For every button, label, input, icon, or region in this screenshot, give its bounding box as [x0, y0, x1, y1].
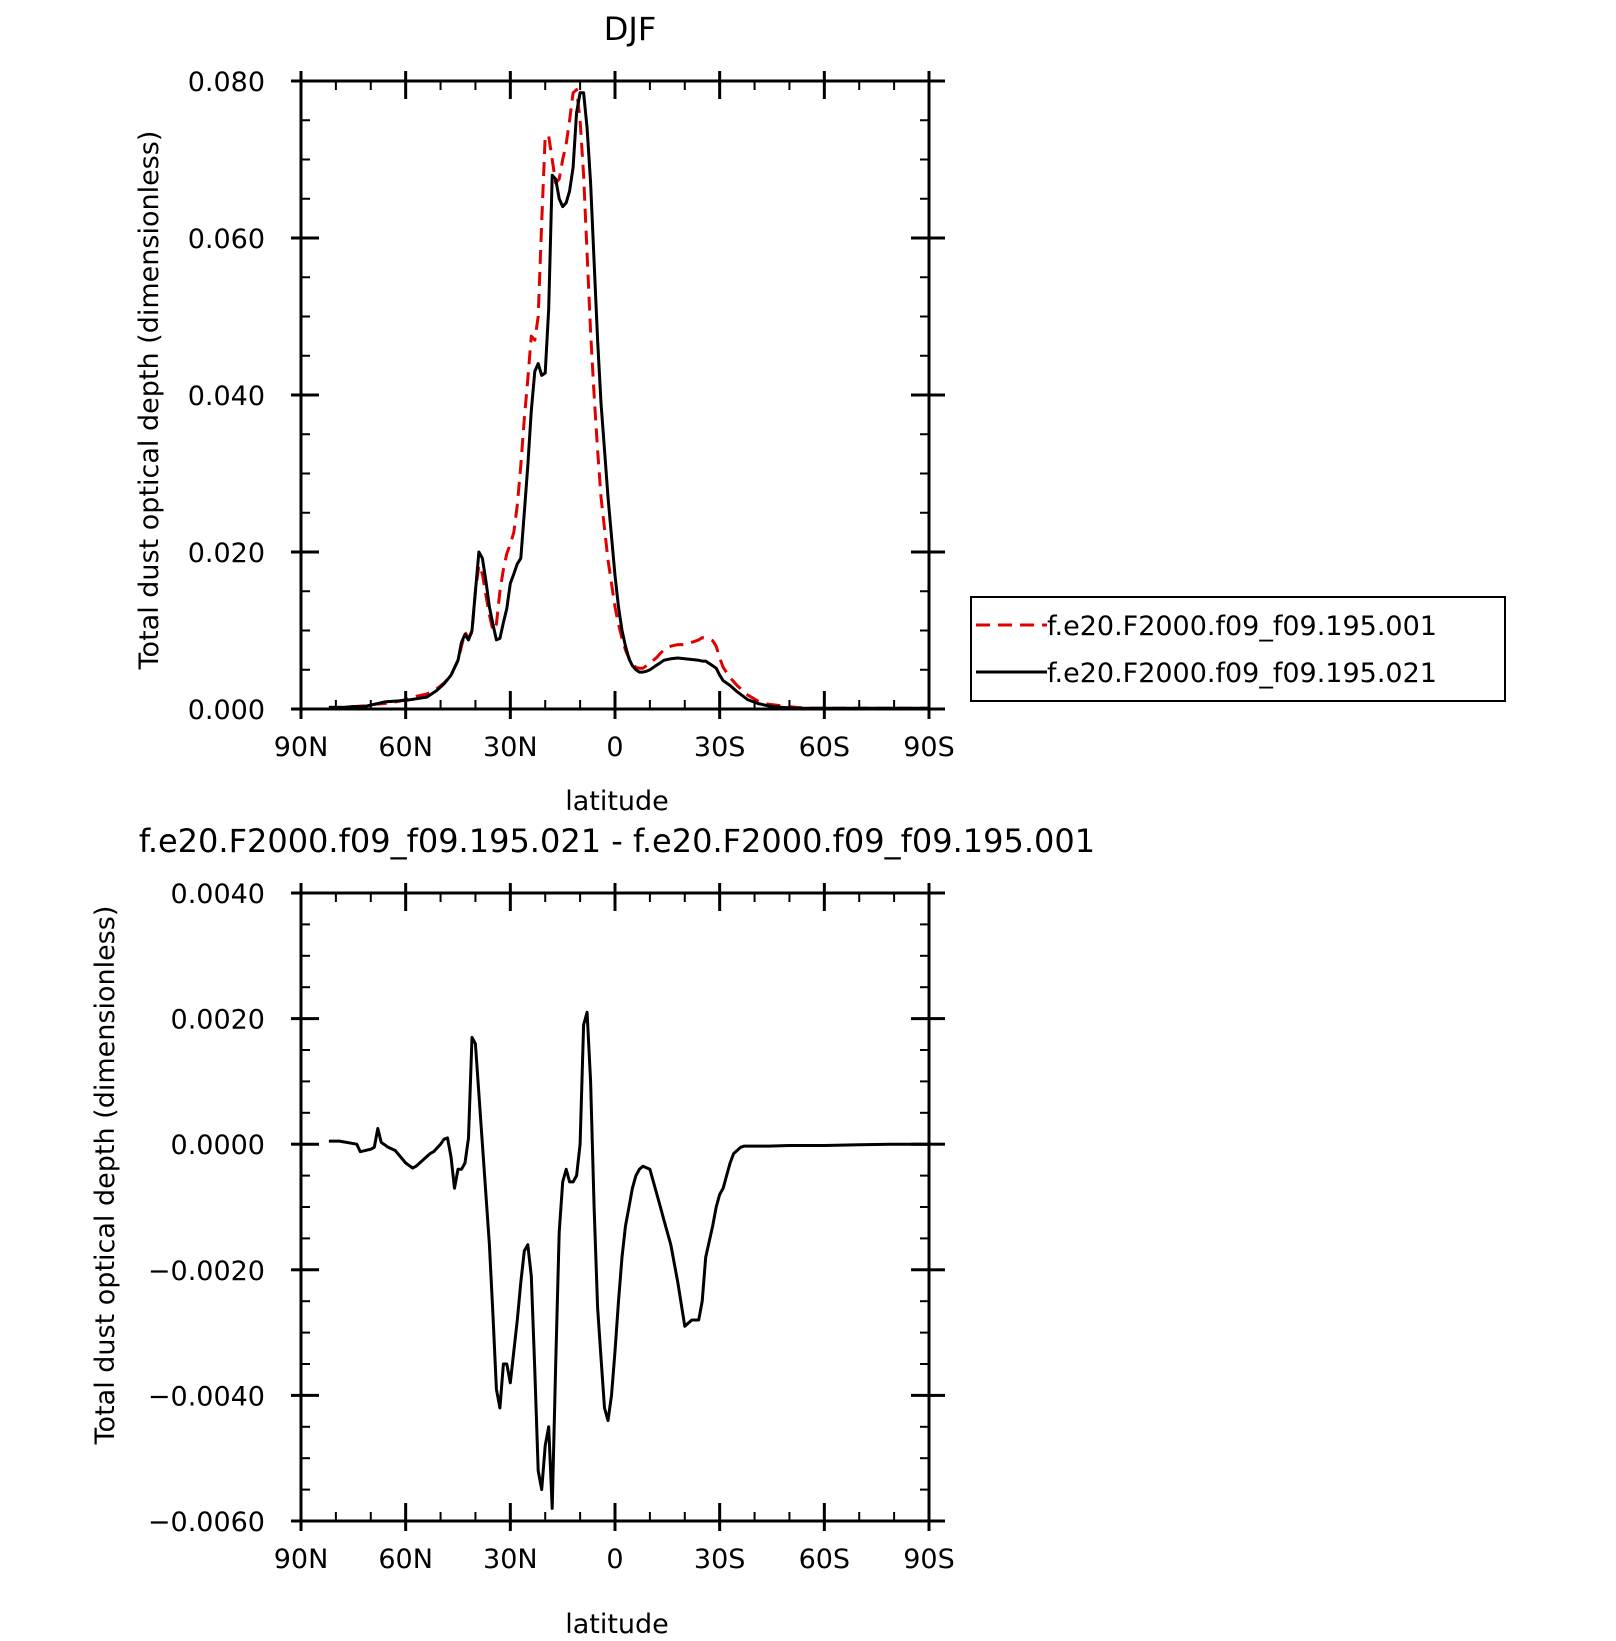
bottom-chart-y-tick-labels: −0.0060 −0.0040 −0.0020 0.0000 0.0020 0.0040	[148, 879, 265, 1538]
top-chart-series-line-2	[328, 91, 929, 710]
top-chart: DJF 90N 60N 30N 0 30S 60S 90S 0.0000.0200.0400…	[134, 10, 1506, 817]
top-chart-x-tick-label: 90S	[903, 732, 955, 763]
bottom-chart-x-tick-label: 60N	[378, 1544, 433, 1575]
bottom-chart-y-tick-label: 0.0040	[171, 879, 265, 910]
bottom-chart: f.e20.F2000.f09_f09.195.021 - f.e20.F200…	[90, 822, 1095, 1640]
bottom-chart-x-tick-label: 0	[606, 1544, 623, 1575]
bottom-chart-series-line-1	[328, 1010, 929, 1510]
top-chart-x-tick-label: 30N	[483, 732, 538, 763]
top-chart-x-axis-label: latitude	[565, 786, 669, 817]
bottom-chart-x-tick-labels: 90N 60N 30N 0 30S 60S 90S	[274, 1544, 955, 1575]
bottom-chart-y-tick-label: 0.0000	[171, 1130, 265, 1161]
bottom-chart-x-tick-label: 90S	[903, 1544, 955, 1575]
bottom-chart-title: f.e20.F2000.f09_f09.195.021 - f.e20.F200…	[139, 822, 1095, 860]
top-chart-x-tick-label: 60N	[378, 732, 433, 763]
top-chart-title: DJF	[604, 10, 656, 48]
top-chart-x-tick-label: 90N	[274, 732, 329, 763]
top-chart-y-tick-label: 0.000	[188, 695, 265, 726]
top-chart-y-tick-labels: 0.000 0.020 0.040 0.060 0.080	[188, 67, 265, 726]
top-chart-y-tick-label: 0.040	[188, 381, 265, 412]
legend: f.e20.F2000.f09_f09.195.001 f.e20.F2000.…	[970, 596, 1506, 702]
bottom-chart-y-tick-label: 0.0020	[171, 1005, 265, 1036]
bottom-chart-series-group	[328, 1010, 929, 1510]
bottom-chart-y-tick-label: −0.0060	[148, 1507, 265, 1538]
legend-label-series-1: f.e20.F2000.f09_f09.195.001	[1047, 611, 1437, 642]
top-chart-axes	[291, 71, 945, 719]
top-chart-series-group	[328, 88, 929, 710]
top-chart-y-tick-label: 0.020	[188, 538, 265, 569]
bottom-chart-y-axis-label: Total dust optical depth (dimensionless)	[90, 906, 121, 1446]
bottom-chart-y-tick-label: −0.0040	[148, 1381, 265, 1412]
legend-label-series-2: f.e20.F2000.f09_f09.195.021	[1047, 658, 1437, 689]
top-chart-x-tick-label: 0	[606, 732, 623, 763]
legend-box	[970, 596, 1506, 702]
bottom-chart-x-tick-label: 90N	[274, 1544, 329, 1575]
bottom-chart-x-axis-label: latitude	[565, 1609, 669, 1640]
bottom-chart-x-tick-label: 60S	[799, 1544, 851, 1575]
bottom-chart-axes	[291, 883, 945, 1531]
top-chart-x-tick-label: 60S	[799, 732, 851, 763]
top-chart-y-axis-label: Total dust optical depth (dimensionless)	[134, 131, 165, 671]
top-chart-x-tick-labels: 90N 60N 30N 0 30S 60S 90S	[274, 732, 955, 763]
top-chart-y-tick-label: 0.080	[188, 67, 265, 98]
top-chart-x-tick-label: 30S	[694, 732, 746, 763]
bottom-chart-x-tick-label: 30N	[483, 1544, 538, 1575]
top-chart-y-tick-label: 0.060	[188, 224, 265, 255]
bottom-chart-y-tick-label: −0.0020	[148, 1256, 265, 1287]
bottom-chart-x-tick-label: 30S	[694, 1544, 746, 1575]
